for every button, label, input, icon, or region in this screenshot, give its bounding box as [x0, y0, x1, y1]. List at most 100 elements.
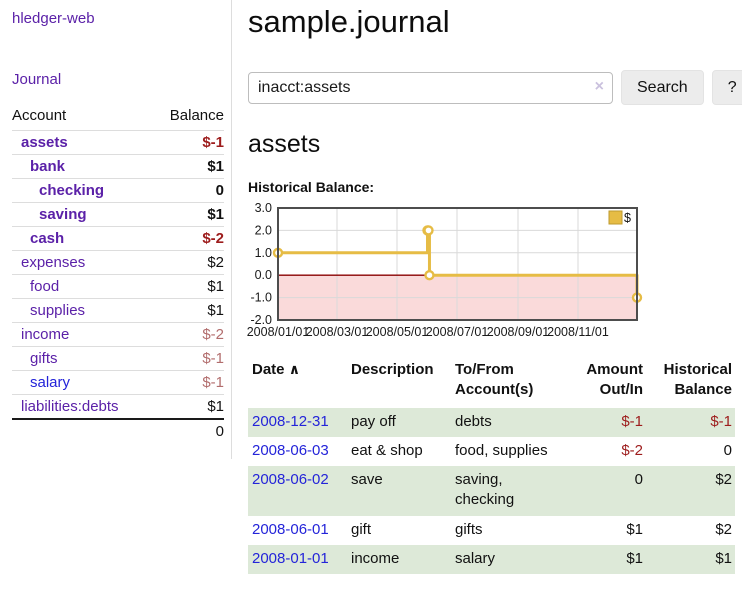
register-description-cell: eat & shop: [351, 441, 423, 459]
account-row: food $1: [12, 274, 224, 299]
account-link[interactable]: bank: [30, 158, 66, 175]
clear-search-icon[interactable]: ×: [594, 77, 604, 95]
accounts-total-row: 0: [12, 418, 224, 443]
account-balance: $-2: [152, 322, 224, 347]
register-accounts-cell: debts: [455, 412, 492, 430]
account-row: saving $1: [12, 202, 224, 227]
account-balance: 0: [152, 178, 224, 203]
historical-balance-chart: 3.0 2.0 1.0 0.0 -1.0 -2.02008/01/012008/03/01…: [247, 201, 643, 339]
help-button[interactable]: ?: [711, 70, 742, 105]
account-balance: $1: [152, 202, 224, 227]
register-header-description: Description: [351, 361, 434, 378]
svg-text:2008/07/01: 2008/07/01: [426, 325, 489, 339]
account-name-cell: gifts: [12, 346, 153, 371]
account-link[interactable]: income: [21, 326, 70, 343]
accounts-header-row: Account Balance: [12, 105, 224, 131]
accounts-total-value: 0: [152, 418, 224, 443]
account-link[interactable]: cash: [30, 230, 65, 247]
register-table: Date ∧ Description To/From Account(s) Am…: [248, 358, 735, 574]
register-amount-cell: $-2: [621, 441, 643, 459]
svg-text:2008/09/01: 2008/09/01: [487, 325, 550, 339]
register-header-balance: Historical Balance: [663, 361, 732, 399]
account-link[interactable]: saving: [39, 206, 87, 223]
svg-text:1.0: 1.0: [255, 246, 272, 260]
main-content: sample.journal × Search ? assets Histori…: [232, 0, 742, 590]
register-description-cell: gift: [351, 520, 372, 538]
register-balance-cell: $2: [715, 471, 732, 488]
register-header-amount: Amount Out/In: [586, 361, 643, 399]
table-row: 2008-06-01 gift gifts $1 $2: [248, 516, 735, 545]
page-title: sample.journal: [248, 4, 450, 39]
accounts-tbody: assets $-1 bank $1 checking 0 saving $1 cash $-2 e…: [12, 130, 224, 419]
register-date-cell: 2008-06-03: [248, 437, 347, 466]
account-balance: $1: [152, 154, 224, 179]
table-row: 2008-12-31 pay off debts $-1 $-1: [248, 407, 735, 437]
register-date-cell: 2008-06-02: [248, 466, 347, 516]
account-link[interactable]: gifts: [30, 350, 58, 367]
svg-text:2008/03/01: 2008/03/01: [306, 325, 369, 339]
svg-text:0.0: 0.0: [255, 268, 272, 282]
account-link[interactable]: expenses: [21, 254, 86, 271]
account-link[interactable]: salary: [30, 374, 71, 391]
register-date-cell: 2008-12-31: [248, 408, 347, 437]
svg-text:2008/05/01: 2008/05/01: [366, 325, 429, 339]
account-name-cell: liabilities:debts: [12, 394, 153, 419]
register-date-link[interactable]: 2008-06-03: [252, 441, 329, 459]
account-link[interactable]: food: [30, 278, 60, 295]
search-form: × Search ?: [248, 70, 742, 105]
svg-text:$: $: [624, 211, 631, 225]
table-row: 2008-01-01 income salary $1 $1: [248, 544, 735, 574]
svg-text:2008/11/01: 2008/11/01: [547, 325, 609, 339]
account-link[interactable]: checking: [39, 182, 105, 199]
register-date-link[interactable]: 2008-06-01: [252, 520, 329, 538]
account-name-cell: bank: [12, 154, 153, 179]
account-row: gifts $-1: [12, 346, 224, 371]
account-balance: $1: [152, 298, 224, 323]
register-accounts-cell: saving, checking: [455, 471, 515, 509]
account-row: income $-2: [12, 322, 224, 347]
register-balance-cell: $1: [715, 549, 732, 567]
brand-link[interactable]: hledger-web: [12, 10, 95, 27]
search-input[interactable]: [248, 71, 613, 104]
register-accounts-cell: salary: [455, 549, 496, 567]
account-row: assets $-1: [12, 130, 224, 155]
register-header-date[interactable]: Date ∧: [248, 358, 347, 408]
date-header-label: Date: [252, 361, 285, 378]
account-link[interactable]: supplies: [30, 302, 86, 319]
register-date-link[interactable]: 2008-06-02: [252, 471, 329, 488]
account-row: salary $-1: [12, 370, 224, 395]
account-name-cell: salary: [12, 370, 153, 395]
svg-text:3.0: 3.0: [255, 201, 272, 215]
account-balance: $-1: [152, 130, 224, 155]
register-header-accounts: To/From Account(s): [455, 361, 534, 399]
table-row: 2008-06-03 eat & shop food, supplies $-2 0: [248, 437, 735, 466]
register-tbody: 2008-12-31 pay off debts $-1 $-1 2008-06-03 ea…: [248, 407, 735, 574]
register-date-link[interactable]: 2008-01-01: [252, 549, 329, 567]
register-date-link[interactable]: 2008-12-31: [252, 412, 329, 430]
account-balance: $-1: [152, 346, 224, 371]
account-heading: assets: [248, 130, 321, 158]
search-button[interactable]: Search: [621, 70, 704, 105]
account-balance: $2: [152, 250, 224, 275]
sidebar: hledger-web Journal Account Balance asse…: [0, 0, 232, 459]
register-description-cell: save: [351, 471, 383, 488]
sort-asc-icon: ∧: [288, 361, 301, 377]
accounts-table: Account Balance assets $-1 bank $1 checking 0…: [12, 105, 224, 443]
sidebar-nav: Journal: [12, 71, 224, 105]
account-name-cell: income: [12, 322, 153, 347]
register-amount-cell: 0: [634, 471, 643, 488]
account-link[interactable]: liabilities:debts: [21, 398, 119, 415]
register-amount-cell: $-1: [621, 412, 643, 430]
register-date-cell: 2008-06-01: [248, 516, 347, 545]
account-row: liabilities:debts $1: [12, 394, 224, 419]
spacer-cell: [12, 418, 153, 443]
account-name-cell: assets: [12, 130, 153, 155]
sidebar-item-journal[interactable]: Journal: [12, 71, 62, 88]
chart-title: Historical Balance:: [248, 179, 375, 195]
register-date-cell: 2008-01-01: [248, 545, 347, 574]
account-name-cell: supplies: [12, 298, 153, 323]
account-row: checking 0: [12, 178, 224, 203]
register-balance-cell: $-1: [710, 412, 732, 430]
account-link[interactable]: assets: [21, 134, 68, 151]
